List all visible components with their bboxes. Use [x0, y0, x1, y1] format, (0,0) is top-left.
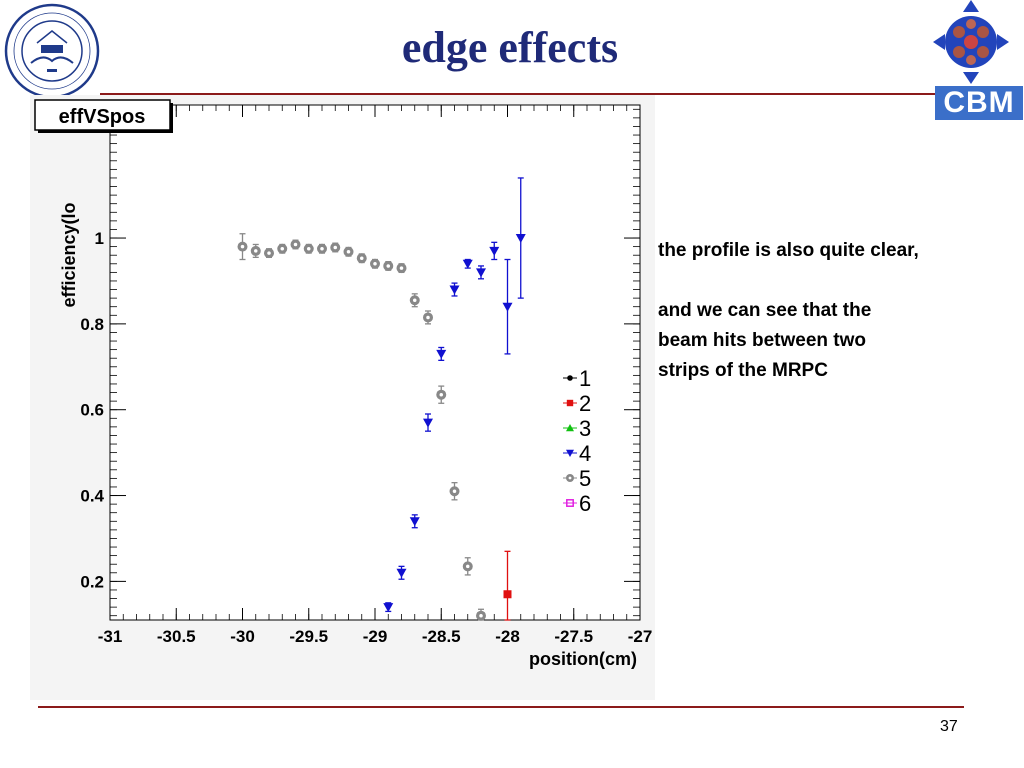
- marker-4: [423, 418, 433, 428]
- marker-hole: [439, 392, 443, 397]
- x-tick-label: -29: [363, 627, 388, 646]
- marker-4: [449, 285, 460, 295]
- y-axis-label: efficiency(lo: [59, 202, 79, 307]
- y-tick-label: 1: [95, 229, 104, 248]
- marker-hole: [254, 249, 258, 253]
- marker-hole: [479, 613, 483, 618]
- marker-hole: [360, 256, 364, 260]
- chart-title: effVSpos: [59, 106, 146, 128]
- marker-2: [503, 590, 512, 599]
- body-text: the profile is also quite clear, and we …: [658, 236, 1018, 386]
- x-tick-label: -30: [230, 627, 255, 646]
- marker-1: [567, 375, 573, 381]
- x-tick-label: -30.5: [157, 627, 196, 646]
- marker-4: [515, 234, 526, 244]
- page-number: 37: [940, 718, 958, 735]
- marker-hole: [373, 262, 377, 266]
- marker-6: [566, 499, 574, 507]
- x-axis-label: position(cm): [529, 649, 637, 669]
- marker-hole: [333, 245, 337, 250]
- y-tick-label: 0.4: [80, 487, 104, 506]
- y-tick-label: 0.8: [80, 315, 104, 334]
- body-line-1: the profile is also quite clear,: [658, 240, 919, 261]
- bottom-divider: [38, 706, 964, 708]
- marker-hole: [280, 247, 284, 251]
- body-line-2: and we can see that the: [658, 300, 872, 321]
- marker-hole: [307, 247, 311, 251]
- legend-label-3: 3: [579, 416, 591, 441]
- cbm-logo: [933, 0, 1009, 84]
- x-tick-label: -29.5: [289, 627, 328, 646]
- body-line-3: beam hits between two: [658, 330, 866, 351]
- x-tick-label: -31: [98, 627, 123, 646]
- marker-4: [502, 302, 513, 312]
- y-tick-label: 0.6: [80, 401, 104, 420]
- data-points: [237, 177, 526, 621]
- marker-2: [566, 399, 574, 407]
- marker-hole: [320, 247, 324, 251]
- marker-3: [566, 424, 574, 432]
- x-tick-label: -27: [628, 627, 653, 646]
- marker-4: [462, 259, 473, 269]
- x-tick-label: -27.5: [554, 627, 593, 646]
- y-tick-label: 0.2: [80, 572, 104, 591]
- marker-4: [383, 603, 394, 613]
- marker-hole: [466, 564, 470, 569]
- marker-4: [566, 449, 574, 457]
- marker-hole: [568, 476, 572, 480]
- marker-hole: [399, 266, 404, 270]
- top-divider: [100, 93, 935, 95]
- marker-hole: [386, 264, 390, 268]
- x-tick-label: -28: [495, 627, 520, 646]
- marker-4: [409, 517, 420, 527]
- marker-hole: [452, 489, 457, 493]
- legend-label-1: 1: [579, 366, 591, 391]
- y-tick-labels: 0.2 0.4 0.6 0.8 1: [80, 229, 104, 591]
- marker-hole: [240, 244, 245, 249]
- x-tick-label: -28.5: [422, 627, 461, 646]
- marker-hole: [426, 315, 430, 320]
- x-tick-labels: -31 -30.5 -30 -29.5 -29 -28.5 -28 -27.5 -27: [98, 627, 653, 646]
- marker-4: [436, 349, 447, 359]
- body-line-4: strips of the MRPC: [658, 360, 828, 381]
- slide-title: edge effects: [401, 23, 619, 72]
- cbm-logo-label: CBM: [935, 86, 1023, 120]
- marker-hole: [267, 251, 271, 255]
- axis-ticks: [109, 105, 641, 620]
- marker-hole: [413, 298, 417, 303]
- efficiency-vs-position-chart: -31 -30.5 -30 -29.5 -29 -28.5 -28 -27.5 -27 0.20…: [30, 95, 655, 700]
- marker-4: [396, 568, 407, 578]
- legend-label-4: 4: [579, 441, 591, 466]
- legend-label-6: 6: [579, 491, 591, 516]
- marker-hole: [293, 242, 298, 247]
- marker-4: [489, 246, 500, 256]
- legend-label-2: 2: [579, 391, 591, 416]
- university-seal-logo: [4, 3, 100, 99]
- marker-4: [476, 268, 486, 278]
- marker-hole: [346, 250, 351, 254]
- legend-label-5: 5: [579, 466, 591, 491]
